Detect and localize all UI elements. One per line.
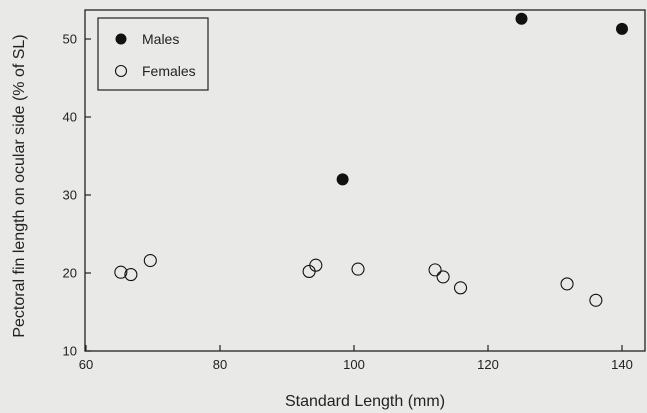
data-point-males <box>616 23 628 35</box>
data-point-males <box>337 173 349 185</box>
x-tick-label: 80 <box>213 357 227 372</box>
data-point-females <box>590 294 602 306</box>
data-point-females <box>310 259 322 271</box>
y-tick-label: 50 <box>63 32 77 47</box>
x-tick-label: 60 <box>79 357 93 372</box>
legend-box <box>98 18 208 90</box>
data-point-females <box>144 255 156 267</box>
data-point-females <box>303 265 315 277</box>
y-tick-label: 30 <box>63 188 77 203</box>
data-point-females <box>352 263 364 275</box>
data-point-females <box>429 264 441 276</box>
data-point-females <box>437 271 449 283</box>
x-tick-label: 120 <box>477 357 499 372</box>
data-point-males <box>516 13 528 25</box>
legend-label-males: Males <box>142 31 179 47</box>
y-axis-title: Pectoral fin length on ocular side (% of… <box>11 34 28 337</box>
y-tick-label: 40 <box>63 110 77 125</box>
data-point-females <box>455 282 467 294</box>
x-tick-label: 140 <box>611 357 633 372</box>
x-tick-label: 100 <box>343 357 365 372</box>
legend-label-females: Females <box>142 63 196 79</box>
data-point-females <box>561 278 573 290</box>
legend-marker-males <box>116 34 127 45</box>
legend: Males Females <box>98 18 208 90</box>
y-tick-label: 10 <box>63 344 77 359</box>
x-axis-title: Standard Length (mm) <box>285 393 445 410</box>
y-tick-label: 20 <box>63 266 77 281</box>
